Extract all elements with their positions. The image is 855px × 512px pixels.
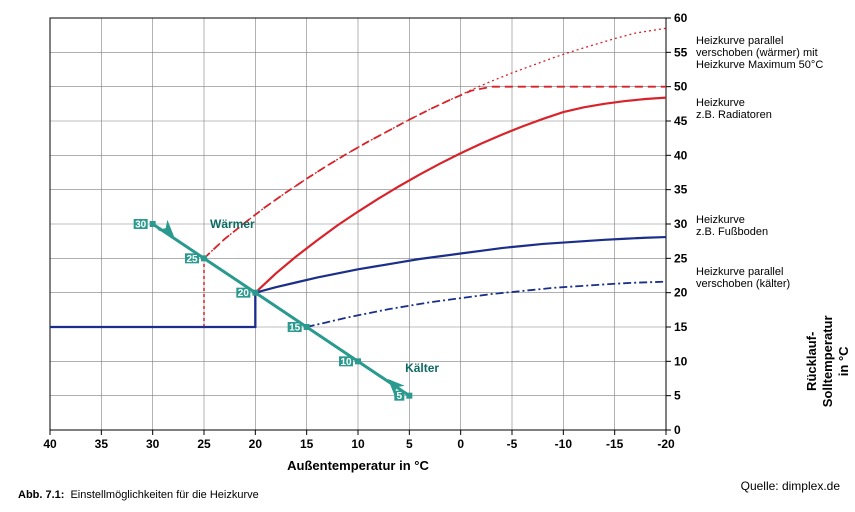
series-label-fussboden_shifted: Heizkurve parallel [696,266,783,278]
x-tick-label: 40 [43,437,57,451]
label-colder: Kälter [405,361,439,375]
diag-marker-label: 10 [340,357,352,368]
x-tick-label: 0 [457,437,464,451]
series-label-radiatoren: Heizkurve [696,97,745,109]
y-tick-label: 5 [674,389,681,403]
svg-text:in °C: in °C [836,346,851,376]
heating-curve-chart: 30252015105WärmerKälter4035302520151050-… [0,0,855,512]
series-label-fussboden_shifted: verschoben (kälter) [696,278,790,290]
svg-text:Solltemperatur: Solltemperatur [820,315,835,407]
x-axis-label: Außentemperatur in °C [287,458,429,473]
diag-marker-label: 20 [238,288,250,299]
diag-marker-label: 30 [135,220,147,231]
series-label-fussboden: Heizkurve [696,214,745,226]
x-tick-label: -5 [507,437,518,451]
series-label-radiatoren_shifted_max50: Heizkurve parallel [696,35,783,47]
diag-marker-label: 5 [397,391,403,402]
diag-marker-label: 15 [289,323,301,334]
x-tick-label: 30 [146,437,160,451]
svg-text:Rücklauf-: Rücklauf- [804,332,819,391]
y-tick-label: 30 [674,217,688,231]
y-tick-label: 10 [674,354,688,368]
y-tick-label: 25 [674,251,688,265]
diag-marker [201,255,207,261]
y-tick-label: 20 [674,286,688,300]
y-tick-label: 60 [674,11,688,25]
x-tick-label: 35 [95,437,109,451]
chart-svg: 30252015105WärmerKälter4035302520151050-… [0,0,855,512]
series-label-radiatoren: z.B. Radiatoren [696,109,772,121]
y-tick-label: 0 [674,423,681,437]
diag-marker [252,290,258,296]
x-tick-label: -15 [606,437,624,451]
x-tick-label: 10 [351,437,365,451]
series-label-radiatoren_shifted_max50: verschoben (wärmer) mit [696,47,818,59]
x-tick-label: 20 [249,437,263,451]
series-label-radiatoren_shifted_max50: Heizkurve Maximum 50°C [696,59,823,71]
diag-marker [304,324,310,330]
figure-caption: Abb. 7.1:Einstellmöglichkeiten für die H… [18,489,259,501]
y-tick-label: 50 [674,80,688,94]
y-tick-label: 15 [674,320,688,334]
y-tick-label: 55 [674,45,688,59]
y-tick-label: 45 [674,114,688,128]
source-label: Quelle: dimplex.de [741,479,841,493]
x-tick-label: -20 [657,437,675,451]
diag-marker [150,221,156,227]
diag-marker [406,393,412,399]
label-warmer: Wärmer [210,217,255,231]
y-tick-label: 35 [674,183,688,197]
y-tick-label: 40 [674,148,688,162]
x-tick-label: 5 [406,437,413,451]
x-tick-label: 25 [197,437,211,451]
diag-marker-label: 25 [186,254,198,265]
diag-marker [355,358,361,364]
series-label-fussboden: z.B. Fußboden [696,226,768,238]
x-tick-label: -10 [555,437,573,451]
x-tick-label: 15 [300,437,314,451]
